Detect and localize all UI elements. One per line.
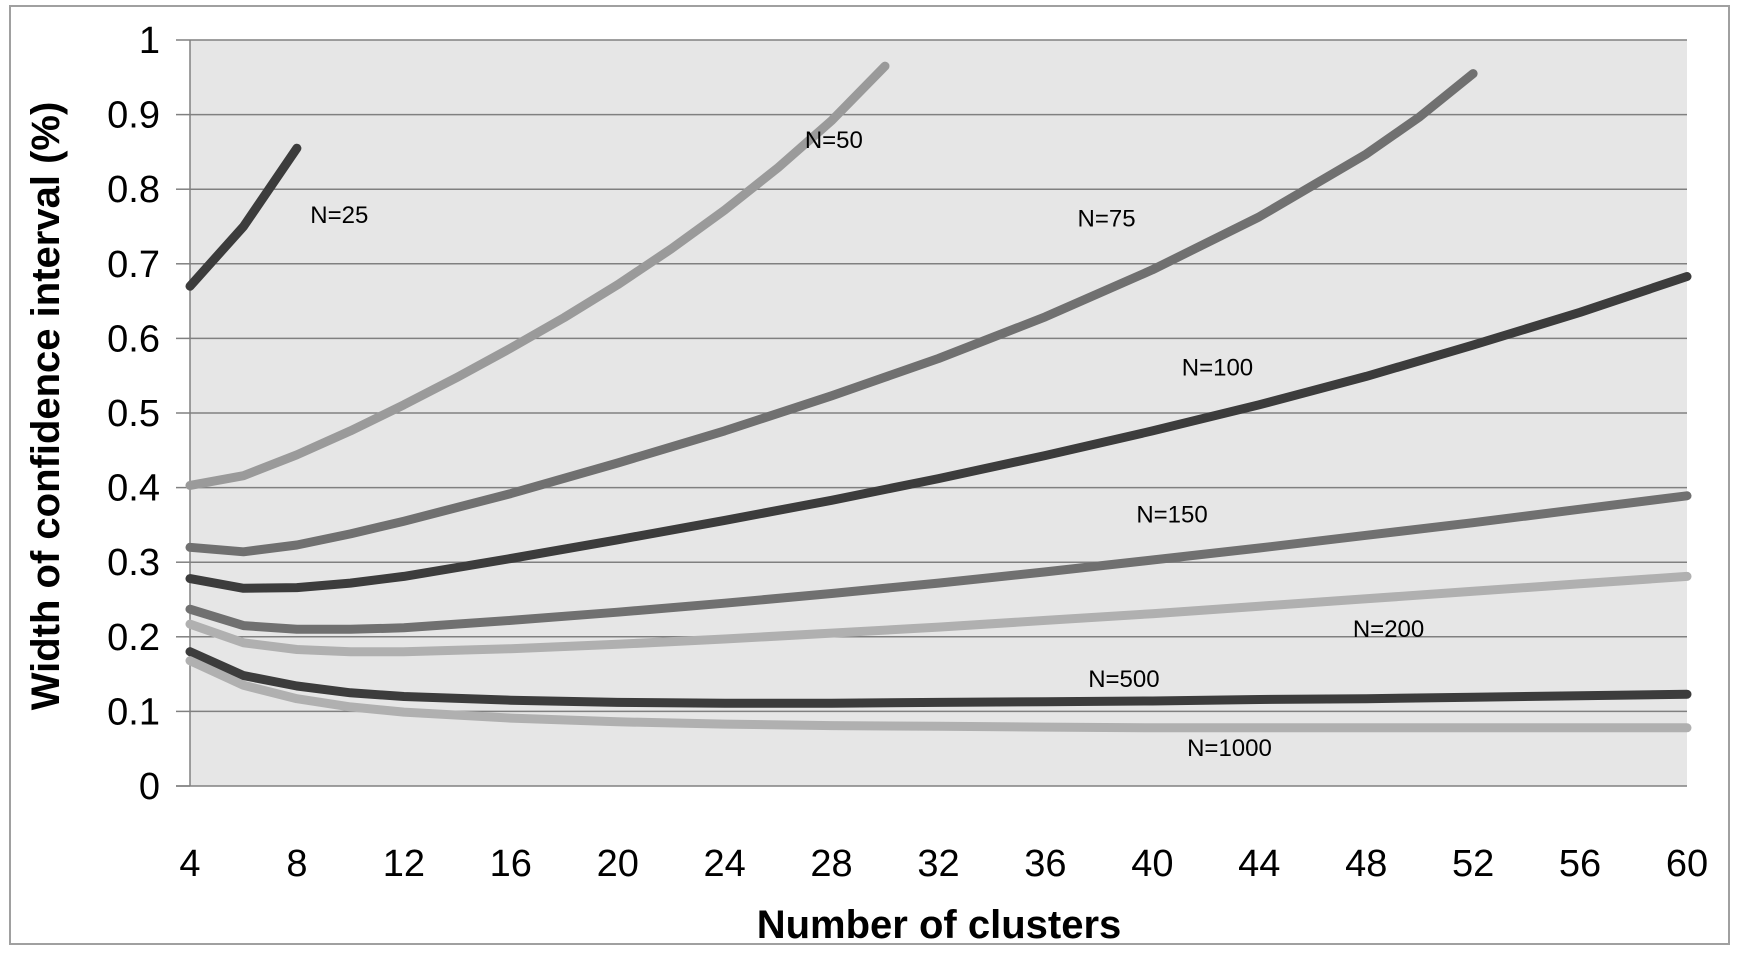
y-axis-title: Width of confidence interval (%) — [24, 102, 68, 711]
series-line-n-150 — [185, 491, 1692, 634]
series-line-n-100 — [185, 272, 1692, 593]
series-line-n-75 — [185, 69, 1478, 557]
x-tick-label: 20 — [597, 843, 639, 885]
series-line-n-500 — [185, 647, 1692, 708]
x-tick-label: 32 — [917, 843, 959, 885]
series-label-n-200: N=200 — [1353, 616, 1424, 643]
x-tick-label: 44 — [1238, 843, 1280, 885]
series-line-n-200 — [185, 571, 1692, 657]
x-tick-label: 36 — [1024, 843, 1066, 885]
series-line-n-1000 — [185, 656, 1692, 733]
y-tick-label: 0.6 — [107, 318, 160, 360]
y-tick-labels: 0 0.1 0.2 0.3 0.4 0.5 0.6 0.7 0.8 0.9 1 — [107, 20, 160, 808]
series-line-n-50 — [185, 61, 890, 490]
x-tick-label: 60 — [1666, 843, 1708, 885]
y-tick-label: 0.2 — [107, 617, 160, 659]
x-tick-label: 24 — [704, 843, 746, 885]
gridlines — [176, 39, 1687, 787]
series-label-n-500: N=500 — [1088, 666, 1159, 693]
series-label-n-100: N=100 — [1182, 355, 1253, 382]
x-tick-labels: 4 8 12 16 20 24 28 32 36 40 44 48 52 56 60 — [179, 843, 1708, 885]
series-lines — [185, 61, 1692, 733]
y-tick-label: 1 — [139, 20, 160, 62]
x-axis-title: Number of clusters — [757, 903, 1122, 947]
y-tick-label: 0.5 — [107, 393, 160, 435]
y-tick-label: 0.9 — [107, 95, 160, 137]
x-tick-label: 8 — [286, 843, 307, 885]
x-tick-label: 4 — [179, 843, 200, 885]
x-tick-label: 52 — [1452, 843, 1494, 885]
series-label-n-150: N=150 — [1136, 502, 1207, 529]
y-tick-label: 0.1 — [107, 691, 160, 733]
x-tick-label: 40 — [1131, 843, 1173, 885]
series-label-n-75: N=75 — [1078, 206, 1136, 233]
y-tick-label: 0.8 — [107, 169, 160, 211]
y-tick-label: 0.7 — [107, 244, 160, 286]
x-tick-label: 16 — [490, 843, 532, 885]
series-labels: N=25 N=50 N=75 N=100 N=150 N=200 N=500 N=1000 — [310, 127, 1424, 762]
y-tick-label: 0.3 — [107, 542, 160, 584]
x-tick-label: 28 — [810, 843, 852, 885]
x-tick-label: 48 — [1345, 843, 1387, 885]
x-tick-label: 56 — [1559, 843, 1601, 885]
series-label-n-50: N=50 — [805, 127, 863, 154]
x-tick-label: 12 — [383, 843, 425, 885]
series-line-n-25 — [185, 143, 302, 291]
y-tick-label: 0.4 — [107, 468, 160, 510]
series-label-n-25: N=25 — [310, 202, 368, 229]
series-label-n-1000: N=1000 — [1187, 735, 1272, 762]
y-tick-label: 0 — [139, 766, 160, 808]
